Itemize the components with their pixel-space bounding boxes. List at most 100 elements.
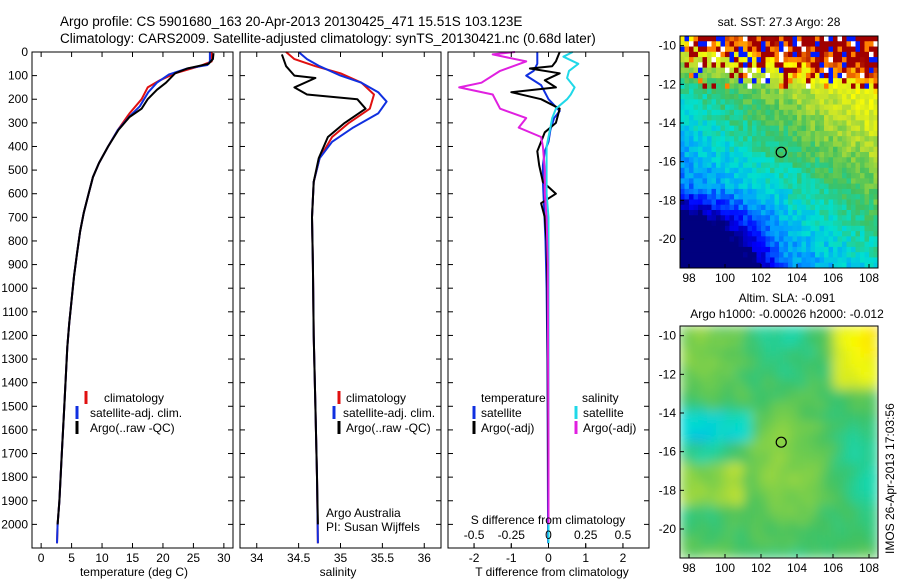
map-cell (797, 109, 803, 116)
map-cell (743, 104, 749, 111)
map-cell (684, 41, 690, 48)
map-cell (833, 420, 843, 433)
map-cell (720, 99, 726, 106)
map-cell (828, 199, 834, 206)
map-cell (711, 136, 717, 143)
map-cell (725, 78, 731, 85)
map-cell (801, 220, 807, 227)
map-cell (819, 46, 825, 53)
map-cell (738, 262, 744, 268)
map-cell (689, 225, 695, 232)
map-cell (689, 336, 699, 348)
map-cell (680, 204, 686, 211)
map-cell (792, 62, 798, 69)
map-cell (729, 141, 735, 148)
map-cell (873, 183, 878, 190)
map-cell (729, 252, 735, 259)
map-cell (842, 236, 848, 243)
map-cell (860, 46, 866, 53)
map-cell (824, 368, 834, 380)
map-cell (734, 157, 740, 164)
x-tick-label: 25 (187, 551, 201, 565)
map-cell (729, 72, 735, 79)
map-cell (680, 452, 690, 464)
y-tick-label: 800 (8, 234, 28, 248)
map-cell (833, 484, 843, 496)
map-cell (680, 109, 686, 116)
map-cell (725, 220, 731, 227)
map-cell (815, 167, 821, 174)
map-cell (743, 494, 753, 506)
map-cell (869, 51, 875, 58)
map-cell (752, 515, 762, 527)
map-cell (680, 252, 686, 259)
map-cell (689, 146, 695, 153)
map-cell (702, 183, 708, 190)
map-cell (765, 41, 771, 48)
map-cell (680, 215, 686, 222)
map-cell (855, 210, 861, 216)
map-cell (761, 547, 771, 558)
map-cell (734, 515, 744, 527)
map-cell (711, 141, 717, 148)
map-cell (716, 152, 722, 158)
map-cell (756, 183, 762, 190)
map-cell (761, 484, 771, 496)
map-cell (693, 136, 699, 143)
map-cell (770, 130, 776, 137)
map-cell (788, 257, 794, 264)
map-cell (797, 67, 803, 74)
map-cell (707, 536, 717, 549)
map-cell (729, 146, 735, 153)
map-cell (788, 399, 798, 411)
map-cell (761, 220, 767, 227)
map-cell (842, 357, 852, 369)
map-cell (707, 246, 713, 253)
map-cell (869, 125, 875, 132)
map-cell (851, 473, 861, 485)
map-cell (747, 167, 753, 174)
map-cell (711, 120, 717, 127)
map-cell (684, 46, 690, 53)
map-cell (761, 231, 767, 237)
map-cell (819, 136, 825, 143)
map-cell (788, 204, 794, 211)
map-cell (729, 220, 735, 227)
map-cell (729, 204, 735, 211)
map-cell (842, 130, 848, 137)
map-cell (698, 452, 708, 464)
map-cell (833, 326, 843, 338)
map-cell (810, 199, 816, 206)
map-cell (797, 72, 803, 79)
map-cell (797, 442, 807, 454)
map-cell (810, 67, 816, 74)
map-cell (743, 62, 749, 69)
map-cell (720, 220, 726, 227)
map-cell (851, 257, 857, 264)
map-cell (833, 72, 839, 79)
map-cell (869, 57, 875, 63)
map-cell (761, 473, 771, 485)
map-cell (680, 515, 690, 527)
map-cell (770, 257, 776, 264)
map-cell (837, 115, 843, 121)
map-cell (837, 130, 843, 137)
map-cell (837, 99, 843, 106)
map-cell (752, 36, 758, 42)
map-cell (869, 178, 875, 185)
map-cell (770, 157, 776, 164)
map-cell (846, 136, 852, 143)
map-cell (855, 173, 861, 179)
map-cell (806, 347, 816, 359)
map-cell (788, 210, 794, 216)
map-cell (684, 241, 690, 248)
map-cell (801, 199, 807, 206)
map-cell (873, 173, 878, 179)
map-cell (770, 67, 776, 74)
map-cell (761, 505, 771, 517)
map-cell (788, 120, 794, 127)
map-cell (734, 236, 740, 243)
map-cell (833, 257, 839, 264)
map-cell (698, 484, 708, 496)
map-cell (761, 399, 771, 411)
